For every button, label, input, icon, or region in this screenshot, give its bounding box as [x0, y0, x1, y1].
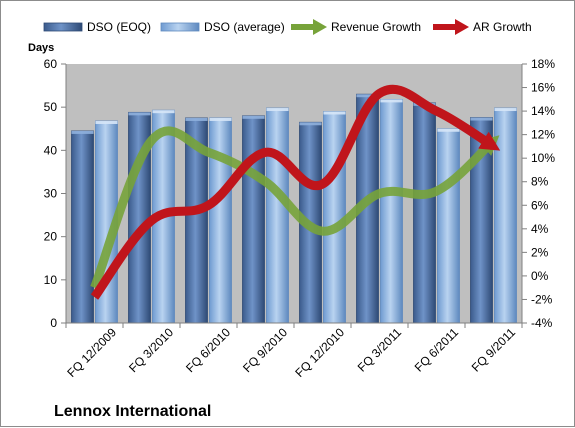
bar-cap-1-7 [494, 108, 517, 112]
bar-cap-1-4 [323, 111, 346, 115]
x-tick-label: FQ 12/2009 [64, 325, 119, 380]
x-tick-label: FQ 3/2010 [126, 325, 176, 375]
bar-cap-0-0 [71, 130, 94, 134]
bar-cap-1-3 [266, 108, 289, 112]
bar-cap-0-5 [356, 94, 379, 98]
y2-tick-label: -2% [531, 292, 553, 306]
bar-cap-0-7 [470, 117, 493, 121]
y-tick-label: 20 [44, 230, 58, 244]
x-tick-label: FQ 9/2010 [240, 325, 290, 375]
legend-arrow-head [313, 19, 327, 35]
revenue-growth-line [90, 126, 500, 290]
x-tick-label: FQ 6/2010 [183, 325, 233, 375]
x-tick-label: FQ 3/2011 [355, 325, 405, 375]
bar-cap-1-0 [95, 120, 118, 124]
ar-growth-line [90, 84, 501, 300]
bar-cap-1-6 [437, 128, 460, 132]
y2-tick-label: 4% [531, 222, 549, 236]
legend-item-1: DSO (average) [160, 20, 285, 34]
y2-tick-label: 10% [531, 151, 555, 165]
y2-tick-label: 2% [531, 245, 549, 259]
y2-tick-label: 14% [531, 104, 555, 118]
bar-cap-0-2 [185, 117, 208, 121]
bar-dso-average-2 [209, 117, 232, 324]
y-tick-label: 60 [44, 57, 58, 71]
bar-dso-average-5 [380, 98, 403, 324]
y2-tick-label: -4% [531, 316, 553, 330]
y2-tick-label: 0% [531, 269, 549, 283]
legend-label: Revenue Growth [331, 20, 421, 34]
bar-dso-eoq-3 [242, 115, 265, 324]
x-tick-label: FQ 9/2011 [469, 325, 519, 375]
y2-tick-label: 18% [531, 57, 555, 71]
bar-dso-eoq-6 [413, 102, 436, 324]
x-tick-label: FQ 6/2011 [412, 325, 462, 375]
y-tick-label: 10 [44, 273, 58, 287]
bar-dso-average-7 [494, 107, 517, 324]
line-layer [90, 84, 501, 300]
y-tick-label: 50 [44, 100, 58, 114]
bar-dso-average-4 [323, 111, 346, 324]
bar-cap-1-1 [152, 110, 175, 114]
bar-cap-1-2 [209, 117, 232, 121]
bar-dso-average-6 [437, 128, 460, 324]
bar-cap-1-5 [380, 99, 403, 103]
y-tick-label: 40 [44, 143, 58, 157]
legend-item-0: DSO (EOQ) [43, 20, 151, 34]
bar-dso-average-3 [266, 107, 289, 324]
y-tick-label: 30 [44, 187, 58, 201]
y2-tick-label: 16% [531, 81, 555, 95]
legend-arrow-head [455, 19, 469, 35]
y-tick-label: 0 [50, 316, 57, 330]
bar-cap-0-3 [242, 115, 265, 119]
company-name: Lennox International [54, 403, 211, 420]
legend-item-2: Revenue Growth [291, 19, 421, 35]
legend-label: DSO (average) [204, 20, 285, 34]
x-tick-label: FQ 12/2010 [292, 325, 347, 380]
y2-tick-label: 12% [531, 128, 555, 142]
y2-tick-label: 6% [531, 198, 549, 212]
legend-label: AR Growth [473, 20, 532, 34]
legend-label: DSO (EOQ) [87, 20, 151, 34]
legend: DSO (EOQ) DSO (average) Revenue Growth AR G… [43, 19, 532, 35]
legend-swatch [43, 22, 83, 32]
y-axis-title: Days [28, 42, 54, 54]
bar-cap-0-4 [299, 122, 322, 126]
bar-dso-eoq-0 [71, 130, 94, 324]
legend-swatch [160, 22, 200, 32]
y2-tick-label: 8% [531, 175, 549, 189]
legend-item-3: AR Growth [433, 19, 532, 35]
bar-cap-0-1 [128, 112, 151, 116]
